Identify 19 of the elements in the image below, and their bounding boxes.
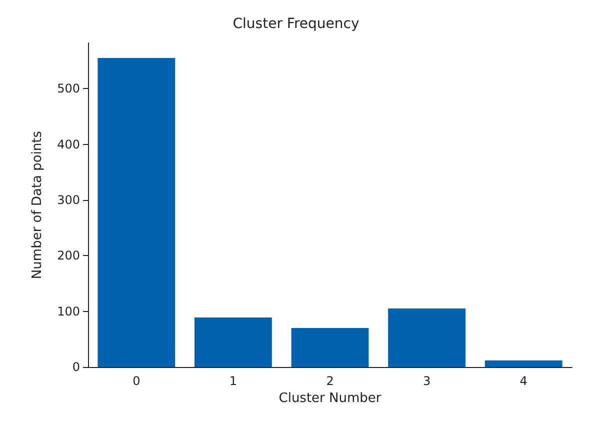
bar — [194, 317, 272, 367]
x-tick-label: 2 — [326, 374, 334, 388]
y-tick-label: 200 — [57, 248, 80, 263]
x-tick-label: 4 — [520, 374, 528, 388]
bar — [98, 58, 176, 367]
x-tick-label: 1 — [229, 374, 238, 388]
bar — [291, 328, 369, 367]
x-tick-label: 3 — [422, 374, 431, 388]
y-tick-label: 400 — [57, 137, 80, 152]
y-tick-label: 100 — [57, 304, 80, 318]
y-axis-title: Number of Data points — [30, 130, 45, 280]
y-tick-label: 300 — [57, 192, 80, 207]
chart-title: Cluster Frequency — [232, 16, 360, 32]
y-tick-label: 500 — [57, 82, 80, 96]
x-axis-title: Cluster Number — [278, 390, 382, 406]
bar — [484, 360, 562, 367]
y-tick-label: 0 — [72, 360, 80, 374]
bar — [388, 308, 466, 367]
x-tick-label: 0 — [132, 374, 140, 388]
